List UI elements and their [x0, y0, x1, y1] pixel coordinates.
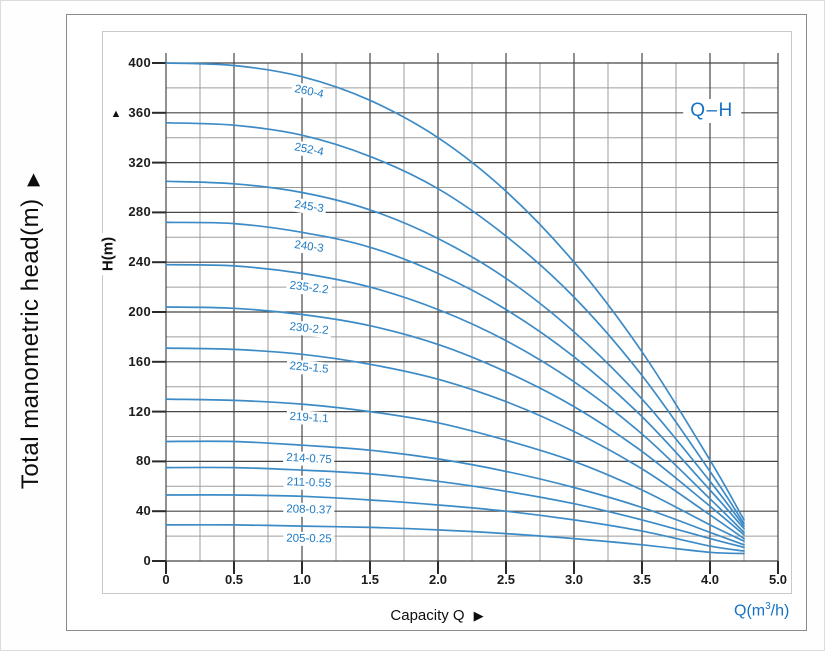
x-tick-label: 2.0	[428, 572, 448, 587]
y-tick-label: 280	[128, 204, 151, 220]
curve-260-4	[165, 62, 745, 521]
curve-label-211-0.55: 211-0.55	[283, 475, 335, 492]
curve-225-1.5	[165, 347, 745, 540]
x-tick-label: 4.0	[700, 572, 720, 587]
x-tick-label: 3.0	[564, 572, 584, 587]
x-axis-unit-superscript: 3	[765, 601, 771, 612]
curve-240-3	[165, 221, 745, 530]
curve-230-2.2	[165, 306, 745, 536]
y-tick-label: 200	[128, 304, 151, 319]
x-axis-title-text: Capacity Q	[390, 607, 465, 624]
x-tick-label: 0.5	[224, 572, 244, 587]
right-arrow-icon: ▶	[473, 608, 484, 623]
y-tick-label: 400	[128, 55, 151, 70]
x-tick-label: 1.5	[360, 572, 380, 587]
curve-label-219-1.1: 219-1.1	[285, 409, 332, 427]
curve-205-0.25	[165, 523, 745, 555]
curve-214-0.75	[165, 440, 745, 546]
curve-label-214-0.75: 214-0.75	[282, 450, 335, 468]
curve-label-225-1.5: 225-1.5	[285, 359, 332, 378]
curve-label-240-3: 240-3	[290, 237, 328, 257]
x-tick-label: 2.5	[496, 572, 516, 587]
x-tick-label: 0	[162, 572, 170, 587]
curve-219-1.1	[165, 398, 745, 542]
y-tick-label: 80	[135, 453, 151, 469]
y-tick-label: 360	[128, 104, 151, 120]
x-tick-label: 5.0	[768, 572, 788, 587]
curve-252-4	[165, 121, 745, 525]
y-axis-title-inner: H(m)	[99, 232, 117, 276]
curve-label-235-2.2: 235-2.2	[285, 277, 333, 298]
x-tick-label: 3.5	[632, 572, 652, 587]
y-tick-label: 320	[128, 154, 151, 170]
y-tick-label: 160	[128, 353, 151, 369]
x-tick-label: 1.0	[292, 572, 312, 587]
curve-208-0.37	[165, 494, 745, 552]
curve-label-208-0.37: 208-0.37	[282, 501, 335, 518]
y-tick-label: 40	[135, 503, 151, 519]
chart-title: Q–H	[683, 99, 741, 123]
curve-245-3	[165, 180, 745, 527]
x-axis-unit-suffix: /h)	[770, 602, 790, 620]
y-tick-label: 240	[128, 254, 151, 270]
curve-211-0.55	[165, 466, 745, 549]
curve-label-245-3: 245-3	[290, 197, 328, 217]
curve-235-2.2	[165, 263, 745, 534]
curve-label-230-2.2: 230-2.2	[285, 319, 332, 338]
x-axis-unit-prefix: Q(m	[734, 602, 766, 620]
x-axis-unit-label: Q(m3/h)	[734, 601, 789, 620]
curve-label-252-4: 252-4	[290, 140, 328, 161]
y-tick-label: 0	[143, 553, 151, 568]
curve-label-260-4: 260-4	[290, 81, 328, 103]
curve-label-205-0.25: 205-0.25	[282, 531, 335, 547]
y-axis-up-marker-icon: ▲	[110, 108, 122, 120]
x-axis-title: Capacity Q ▶	[390, 607, 483, 624]
y-tick-label: 120	[128, 403, 151, 419]
